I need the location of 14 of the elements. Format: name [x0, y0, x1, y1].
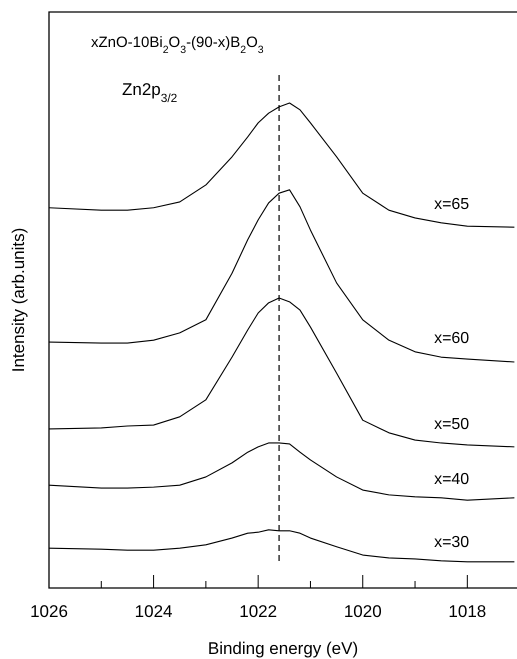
series-label: x=65	[434, 196, 470, 213]
annotation: Zn2p$_{3/2}$	[122, 80, 178, 105]
series-label: x=40	[434, 470, 470, 488]
x-axis-title: Binding energy (eV)	[208, 639, 358, 658]
x-tick-label: 1022	[239, 602, 278, 621]
series-label: x=30	[434, 534, 470, 551]
x-tick-label: 1018	[448, 602, 486, 621]
y-axis-title: Intensity (arb.units)	[9, 228, 28, 372]
series-label: x=60	[434, 330, 470, 348]
x-tick-label: 1020	[344, 602, 382, 621]
series-label: x=50	[434, 416, 470, 433]
x-tick-label: 1026	[30, 602, 68, 621]
text: xZnO-10Bi$_{2}$O$_{3}$-(90-x)B$_{2}$O$_{3}$	[91, 34, 264, 56]
x-tick-label: 1024	[134, 602, 172, 621]
